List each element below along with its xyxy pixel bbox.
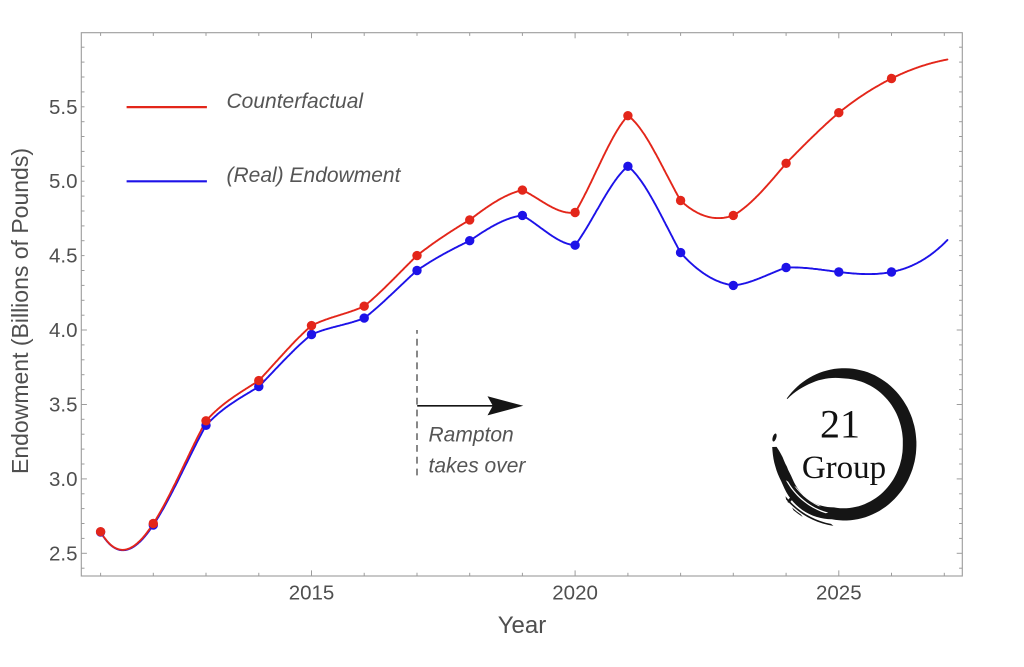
svg-text:2020: 2020: [552, 582, 598, 605]
svg-text:takes over: takes over: [429, 455, 527, 478]
svg-text:21: 21: [820, 402, 860, 447]
svg-text:5.0: 5.0: [49, 170, 78, 193]
svg-text:2025: 2025: [816, 582, 862, 605]
svg-text:2.5: 2.5: [49, 542, 78, 565]
svg-text:(Real) Endowment: (Real) Endowment: [227, 164, 402, 187]
svg-text:4.5: 4.5: [49, 245, 78, 268]
svg-text:4.0: 4.0: [49, 319, 78, 342]
svg-text:Counterfactual: Counterfactual: [227, 90, 365, 113]
svg-text:3.0: 3.0: [49, 468, 78, 491]
svg-text:Rampton: Rampton: [429, 424, 514, 447]
svg-text:Endowment (Billions of Pounds): Endowment (Billions of Pounds): [7, 148, 33, 474]
svg-text:2015: 2015: [289, 582, 335, 605]
svg-text:3.5: 3.5: [49, 394, 78, 417]
svg-text:Group: Group: [802, 450, 886, 486]
svg-text:Year: Year: [498, 612, 547, 639]
svg-text:5.5: 5.5: [49, 96, 78, 119]
